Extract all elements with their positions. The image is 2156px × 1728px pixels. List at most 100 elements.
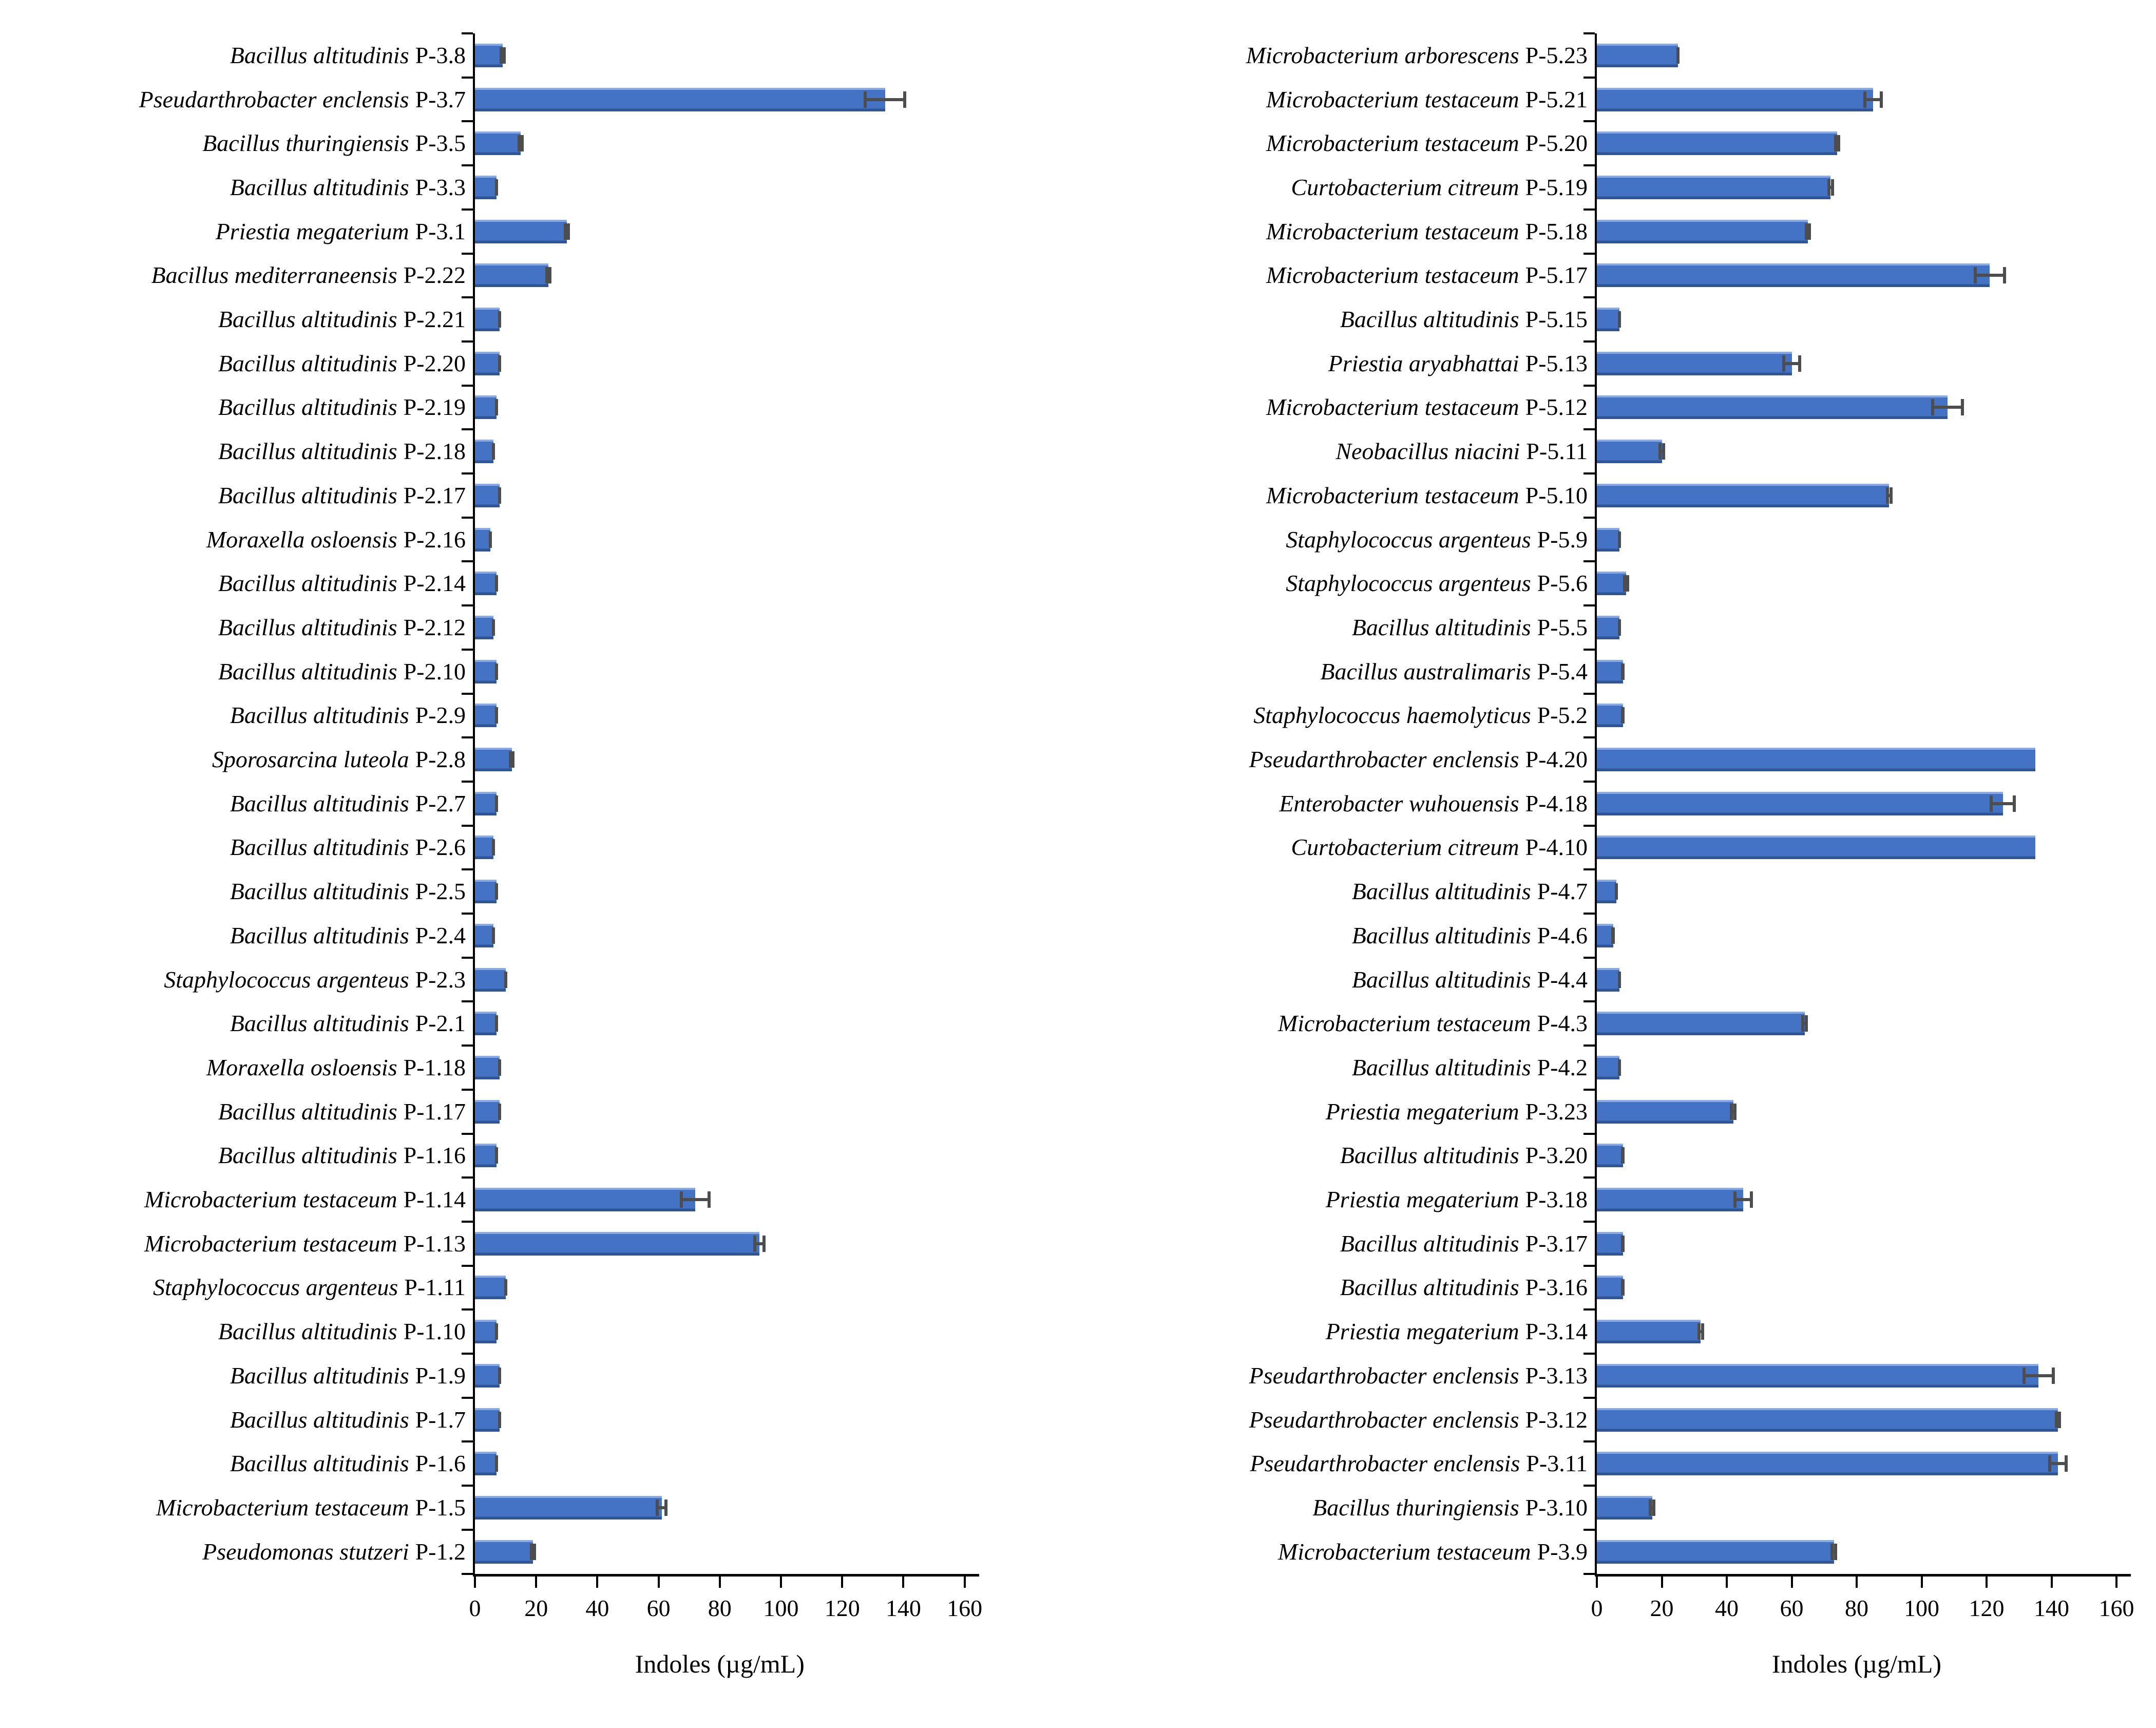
error-bar-cap-left	[1658, 443, 1662, 460]
category-label: Microbacterium arborescens P-5.23	[1155, 33, 1588, 78]
error-bar-cap-right	[707, 1191, 711, 1208]
value-bar	[475, 1276, 506, 1300]
error-bar-cap-right	[1615, 883, 1618, 900]
error-bar-cap-left	[1863, 91, 1866, 108]
category-label: Bacillus altitudinis P-1.16	[0, 1134, 466, 1178]
strain-code: P-3.11	[1526, 1450, 1588, 1477]
chart-row: Bacillus altitudinis P-2.4	[0, 914, 1001, 958]
x-axis-tick	[1920, 1575, 1923, 1588]
y-axis-tick	[1583, 560, 1595, 563]
error-bar-cap-left	[680, 1191, 683, 1208]
chart-row: Bacillus altitudinis P-1.7	[0, 1398, 1001, 1442]
x-axis-tick-label: 40	[1715, 1594, 1739, 1621]
chart-row: Bacillus altitudinis P-4.2	[1155, 1046, 2156, 1090]
value-bar	[475, 395, 497, 420]
error-bar-cap-right	[2065, 1455, 2068, 1472]
chart-row: Bacillus altitudinis P-2.6	[0, 826, 1001, 870]
chart-row: Priestia megaterium P-3.23	[1155, 1090, 2156, 1134]
category-label: Staphylococcus argenteus P-2.3	[0, 958, 466, 1002]
strain-code: P-2.19	[403, 394, 466, 421]
value-bar	[1597, 1408, 2058, 1432]
x-axis-tick-label: 60	[1780, 1594, 1804, 1621]
y-axis-tick	[462, 208, 473, 211]
error-bar-cap-right	[1621, 663, 1625, 680]
error-bar-cap-right	[498, 1103, 501, 1120]
value-bar	[475, 835, 493, 860]
value-bar	[1597, 1276, 1623, 1300]
y-axis-tick	[462, 692, 473, 695]
category-label: Priestia megaterium P-3.1	[0, 210, 466, 254]
strain-code: P-1.2	[415, 1538, 466, 1565]
x-axis-tick-label: 100	[763, 1594, 799, 1621]
chart-row: Bacillus altitudinis P-4.4	[1155, 958, 2156, 1002]
y-axis-tick	[462, 1308, 473, 1311]
strain-code: P-2.20	[403, 350, 466, 376]
value-bar	[1597, 1495, 1652, 1520]
error-bar-cap-right	[1611, 927, 1615, 944]
x-axis-title: Indoles (µg/mL)	[1771, 1649, 1942, 1678]
chart-row: Moraxella osloensis P-1.18	[0, 1046, 1001, 1090]
y-axis-tick	[1583, 32, 1595, 34]
species-name: Bacillus altitudinis	[1340, 1274, 1519, 1301]
chart-row: Priestia megaterium P-3.1	[0, 210, 1001, 254]
species-name: Priestia megaterium	[1325, 1098, 1519, 1125]
y-axis-tick	[462, 252, 473, 255]
chart-row: Bacillus altitudinis P-1.9	[0, 1354, 1001, 1398]
chart-row: Priestia megaterium P-3.14	[1155, 1309, 2156, 1354]
error-bar-cap-right	[1618, 531, 1621, 548]
strain-code: P-3.10	[1525, 1494, 1588, 1521]
value-bar	[475, 791, 497, 815]
strain-code: P-5.12	[1525, 394, 1588, 421]
strain-code: P-5.15	[1525, 306, 1588, 333]
category-label: Bacillus altitudinis P-4.2	[1155, 1046, 1588, 1090]
strain-code: P-3.7	[415, 86, 466, 112]
chart-row: Microbacterium testaceum P-3.9	[1155, 1530, 2156, 1574]
category-label: Curtobacterium citreum P-4.10	[1155, 826, 1588, 870]
error-bar-cap-right	[494, 1455, 498, 1472]
x-axis-tick-label: 0	[469, 1594, 481, 1621]
chart-row: Pseudarthrobacter enclensis P-3.12	[1155, 1398, 2156, 1442]
chart-row: Priestia aryabhattai P-5.13	[1155, 341, 2156, 386]
error-bar-cap-right	[1621, 1279, 1625, 1296]
error-bar-cap-left	[1990, 795, 1993, 812]
error-bar-cap-right	[1676, 47, 1680, 64]
y-axis-tick	[462, 1132, 473, 1135]
error-bar-cap-right	[494, 575, 498, 592]
species-name: Bacillus altitudinis	[218, 438, 397, 465]
y-axis-tick	[1583, 76, 1595, 79]
y-axis-tick	[1583, 472, 1595, 474]
category-label: Pseudarthrobacter enclensis P-3.11	[1155, 1441, 1588, 1486]
strain-code: P-2.12	[403, 614, 466, 640]
y-axis-tick	[1583, 868, 1595, 871]
chart-row: Microbacterium testaceum P-1.5	[0, 1486, 1001, 1530]
species-name: Enterobacter wuhouensis	[1279, 790, 1519, 816]
strain-code: P-3.17	[1525, 1230, 1588, 1257]
chart-row: Bacillus altitudinis P-2.10	[0, 650, 1001, 694]
y-axis-tick	[462, 1396, 473, 1399]
species-name: Bacillus altitudinis	[230, 1450, 409, 1477]
y-axis-tick	[462, 648, 473, 651]
error-bar-cap-right	[494, 1147, 498, 1164]
error-bar-cap-right	[2002, 267, 2006, 284]
species-name: Bacillus altitudinis	[218, 570, 397, 597]
strain-code: P-1.10	[403, 1318, 466, 1345]
category-label: Microbacterium testaceum P-4.3	[1155, 1001, 1588, 1046]
error-bar	[1973, 274, 2006, 277]
strain-code: P-2.18	[403, 438, 466, 465]
strain-code: P-3.8	[415, 42, 466, 68]
strain-code: P-2.8	[415, 746, 466, 773]
chart-row: Bacillus altitudinis P-2.7	[0, 782, 1001, 826]
chart-row: Staphylococcus argenteus P-5.6	[1155, 561, 2156, 605]
species-name: Bacillus altitudinis	[230, 1362, 409, 1389]
strain-code: P-2.14	[403, 570, 466, 597]
error-bar	[1834, 142, 1841, 145]
category-label: Bacillus altitudinis P-3.16	[1155, 1266, 1588, 1310]
value-bar	[1597, 219, 1808, 243]
species-name: Microbacterium testaceum	[1266, 394, 1519, 421]
species-name: Bacillus altitudinis	[218, 1318, 397, 1345]
category-label: Bacillus altitudinis P-2.5	[0, 869, 466, 914]
species-name: Neobacillus niacini	[1335, 438, 1520, 465]
y-axis-tick	[462, 1220, 473, 1223]
strain-code: P-4.3	[1537, 1010, 1588, 1037]
chart-row: Microbacterium arborescens P-5.23	[1155, 33, 2156, 78]
